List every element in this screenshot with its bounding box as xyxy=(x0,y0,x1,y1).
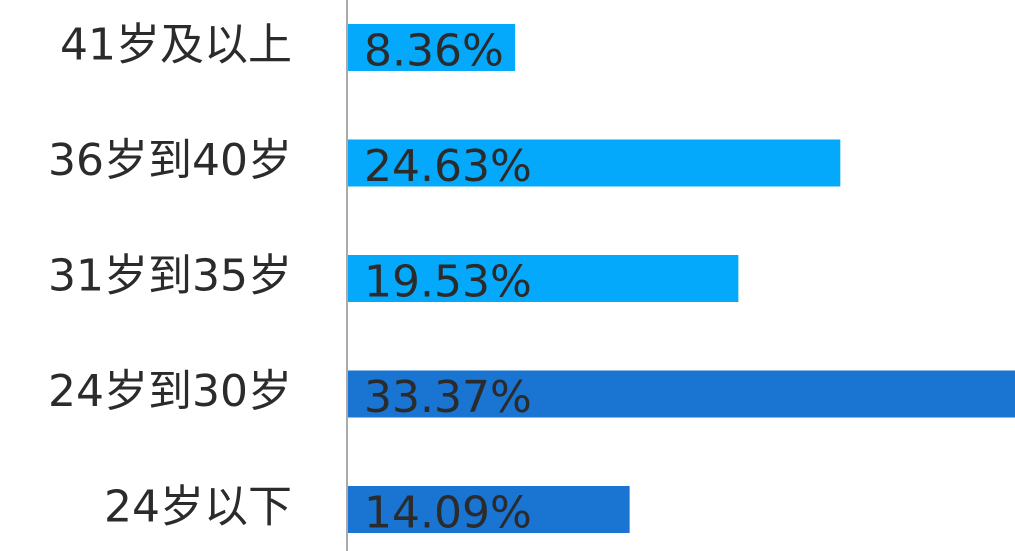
value-label: 19.53% xyxy=(364,257,532,308)
bar xyxy=(348,255,739,302)
category-label: 41岁及以上 xyxy=(60,20,292,71)
value-label: 14.09% xyxy=(364,488,532,539)
value-label: 8.36% xyxy=(364,26,504,77)
value-label: 24.63% xyxy=(364,141,532,192)
bar xyxy=(348,139,841,187)
value-label: 33.37% xyxy=(364,372,532,423)
category-label: 24岁到30岁 xyxy=(48,366,292,417)
bar xyxy=(348,370,1015,418)
category-label: 36岁到40岁 xyxy=(48,135,292,186)
category-label: 31岁到35岁 xyxy=(48,251,292,302)
bar xyxy=(348,486,630,533)
category-label: 24岁以下 xyxy=(104,482,292,533)
bar xyxy=(348,24,516,71)
